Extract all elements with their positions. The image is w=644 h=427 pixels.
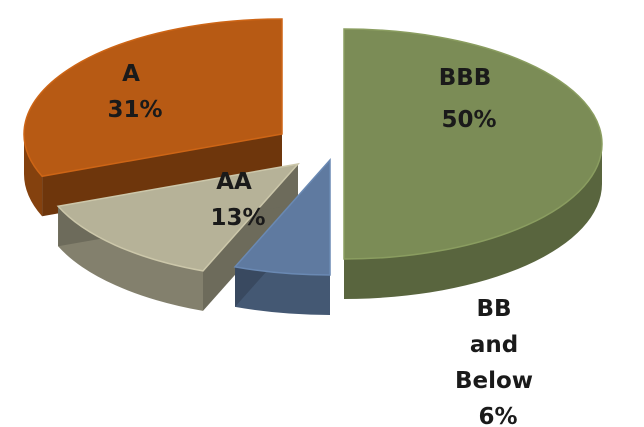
slice-wall-a-0 [42, 134, 282, 217]
label-a: A 31% [107, 61, 162, 123]
pie-slices [23, 18, 603, 315]
slice-side-aa [58, 206, 203, 311]
slice-side-bbb [344, 144, 602, 299]
slice-top-bbb [343, 28, 603, 260]
slice-aa [56, 162, 300, 311]
slice-bb-and-below [233, 158, 331, 315]
label-bb-and-below: BB and Below 6% [455, 296, 541, 427]
slice-bbb [343, 28, 603, 299]
label-bbb: BBB 50% [439, 65, 500, 133]
slice-top-bb-and-below [233, 158, 331, 276]
label-aa: AA 13% [210, 169, 265, 231]
slice-labels: BBB 50% BB and Below 6% AA 13% A 31% [107, 61, 541, 427]
slice-side-a [24, 134, 43, 217]
slice-a [23, 18, 283, 217]
slice-top-a [23, 18, 283, 178]
slice-top-aa [56, 162, 300, 272]
